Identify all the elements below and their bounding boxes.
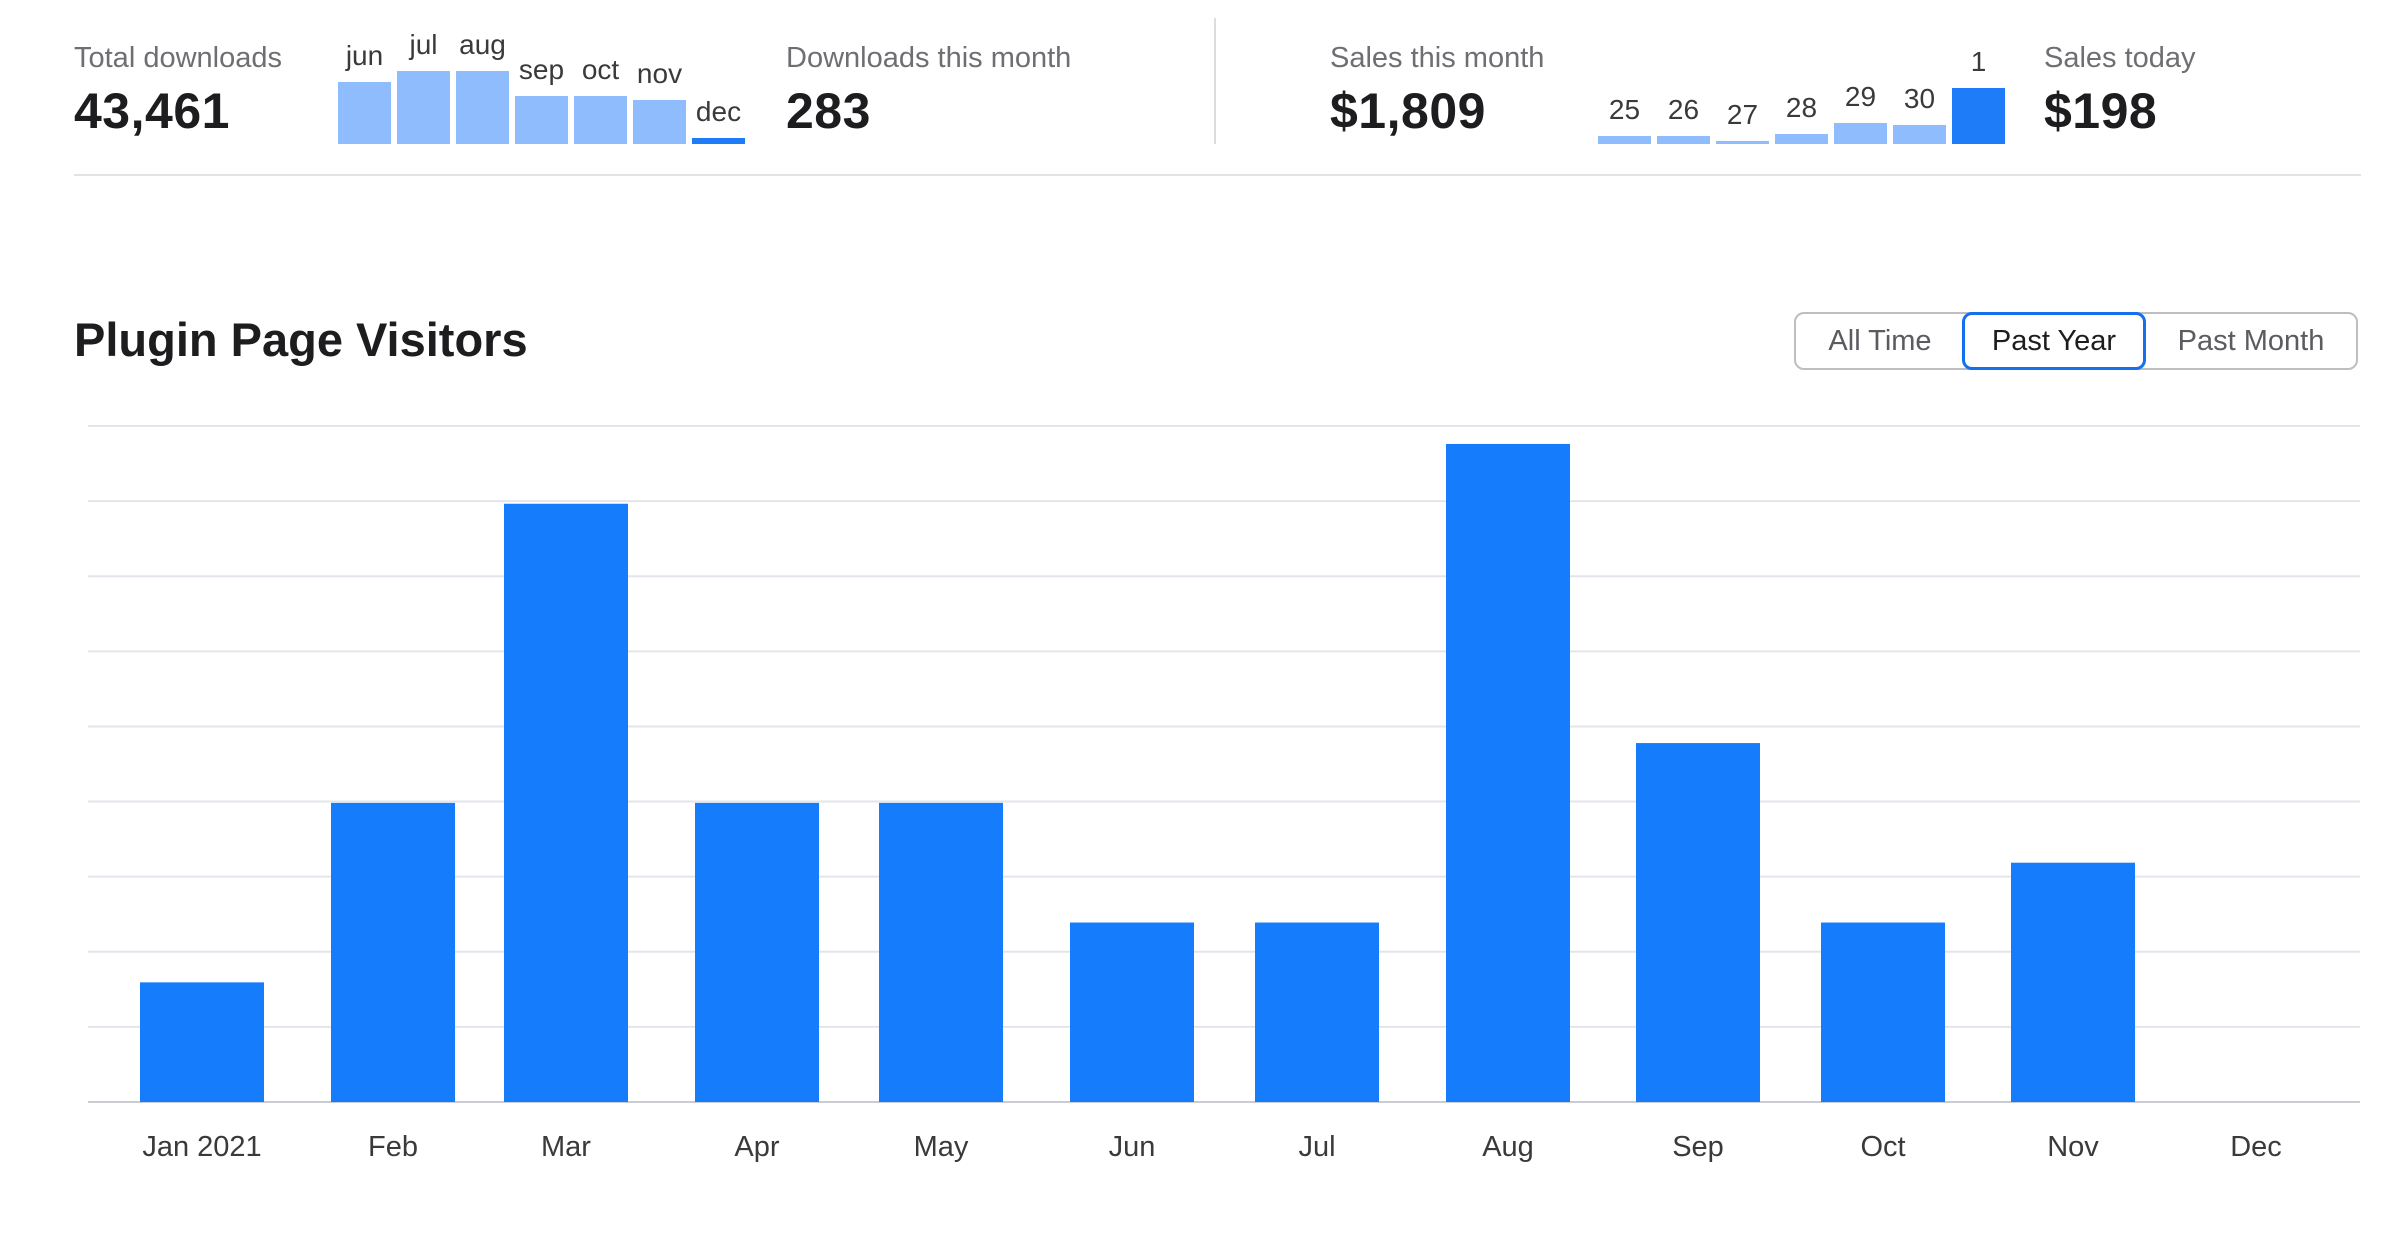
sales-spark-bar [1834, 123, 1887, 144]
sales-spark-bar [1716, 141, 1769, 144]
sales-spark-label: 27 [1726, 99, 1759, 130]
x-tick-label: Jan 2021 [142, 1131, 261, 1163]
range-all-time-button[interactable]: All Time [1828, 324, 1932, 357]
x-tick-label: Nov [2047, 1131, 2099, 1163]
sales-spark-bar [1657, 136, 1710, 144]
chart-bar-oct[interactable] [1821, 922, 1945, 1102]
downloads-spark-label: jul [409, 29, 438, 60]
section-title: Plugin Page Visitors [74, 313, 528, 366]
downloads-spark-label: dec [695, 96, 742, 127]
x-tick-label: May [914, 1131, 969, 1163]
sales-this-month-value: $1,809 [1330, 83, 1486, 139]
downloads-spark-bar [338, 82, 391, 144]
sales-spark-bar [1598, 136, 1651, 144]
sales-spark-bar [1775, 134, 1828, 144]
sales-spark-label: 1 [1970, 46, 1987, 77]
downloads-spark-label: jun [345, 40, 384, 71]
downloads-spark-bar [397, 71, 450, 144]
sales-spark-label: 25 [1608, 94, 1641, 125]
chart-bar-jul[interactable] [1255, 922, 1379, 1102]
x-tick-label: Jun [1109, 1131, 1156, 1163]
downloads-spark-bar [515, 96, 568, 144]
downloads-this-month-value: 283 [786, 83, 871, 139]
total-downloads-label: Total downloads [74, 42, 282, 74]
sales-spark-bar [1893, 125, 1946, 144]
range-selector: All Time Past Year Past Month [1794, 312, 2358, 370]
chart-bar-feb[interactable] [331, 802, 455, 1102]
downloads-spark-bar [692, 138, 745, 144]
x-tick-label: Apr [734, 1131, 779, 1163]
downloads-spark-bar [574, 96, 627, 144]
total-downloads-value: 43,461 [74, 83, 230, 139]
stats-separator [1214, 18, 1216, 144]
x-tick-label: Jul [1298, 1131, 1335, 1163]
downloads-spark-label: sep [518, 54, 565, 85]
chart-bar-apr[interactable] [695, 802, 819, 1102]
downloads-this-month-label: Downloads this month [786, 42, 1072, 74]
chart-bar-aug[interactable] [1446, 443, 1570, 1102]
stats-divider [74, 174, 2361, 176]
x-tick-label: Mar [541, 1131, 591, 1163]
chart-bar-jan-2021[interactable] [140, 982, 264, 1102]
downloads-spark-bar [633, 100, 686, 144]
x-tick-label: Sep [1672, 1131, 1724, 1163]
sales-spark-label: 26 [1667, 94, 1700, 125]
downloads-spark-label: oct [581, 54, 620, 85]
chart-bar-nov[interactable] [2011, 862, 2135, 1102]
sales-spark-label: 29 [1844, 81, 1877, 112]
range-past-year-button[interactable]: Past Year [1962, 312, 2146, 370]
chart-bar-mar[interactable] [504, 503, 628, 1102]
chart-bar-may[interactable] [879, 802, 1003, 1102]
chart-bar-jun[interactable] [1070, 922, 1194, 1102]
range-past-month-button[interactable]: Past Month [2177, 324, 2325, 357]
downloads-spark-label: aug [459, 29, 506, 60]
downloads-spark-label: nov [636, 58, 683, 89]
x-tick-label: Aug [1482, 1131, 1534, 1163]
sales-this-month-label: Sales this month [1330, 42, 1545, 74]
x-tick-label: Oct [1860, 1131, 1905, 1163]
sales-today-value: $198 [2044, 83, 2158, 139]
sales-spark-label: 30 [1903, 83, 1936, 114]
sales-spark-label: 28 [1785, 92, 1818, 123]
sales-spark-bar [1952, 88, 2005, 144]
downloads-spark-bar [456, 71, 509, 144]
x-tick-label: Dec [2230, 1131, 2282, 1163]
x-tick-label: Feb [368, 1131, 418, 1163]
sales-today-label: Sales today [2044, 42, 2196, 74]
chart-bar-sep[interactable] [1636, 743, 1760, 1102]
